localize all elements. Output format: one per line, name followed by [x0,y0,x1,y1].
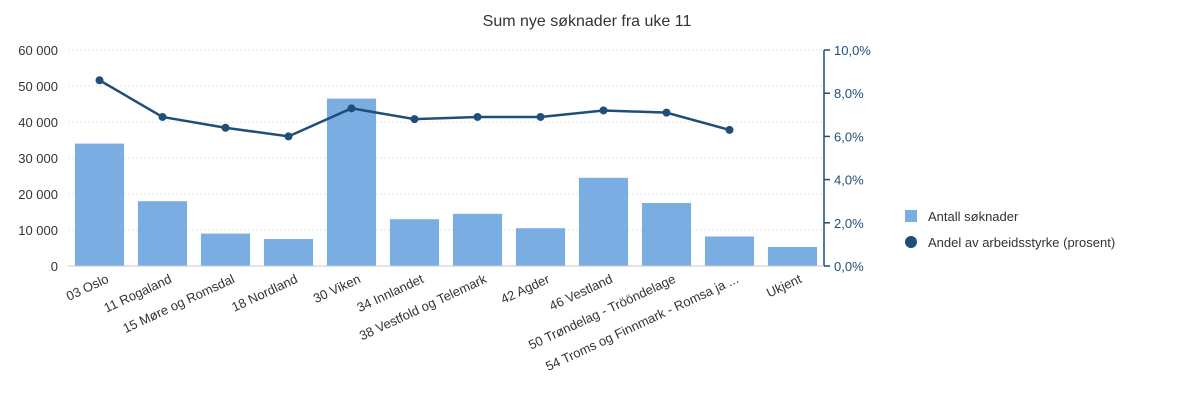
bars [74,98,818,266]
line-point [536,112,545,121]
line-point [158,112,167,121]
y-left-tick-label: 10 000 [18,223,58,238]
bar [326,98,377,266]
line-series [95,76,734,141]
line-point [410,115,419,124]
bar [515,228,566,266]
line-path [98,79,730,138]
legend-label-bars: Antall søknader [928,209,1019,224]
line-point [473,112,482,121]
line-point [347,104,356,113]
line-point [662,108,671,117]
line-point [725,125,734,134]
bar [389,219,440,266]
bar [200,233,251,266]
bar [578,177,629,266]
y-left-tick-label: 50 000 [18,79,58,94]
y-left-tick-label: 20 000 [18,187,58,202]
x-tick-label: 18 Nordland [229,271,300,315]
x-tick-label: 15 Møre og Romsdal [120,271,236,336]
bar [767,246,818,266]
y-right-tick-label: 6,0% [834,129,864,144]
line-point [284,132,293,141]
y-right-tick-label: 10,0% [834,43,871,58]
chart-title: Sum nye søknader fra uke 11 [483,13,692,30]
bar [704,236,755,266]
bar [74,143,125,266]
x-tick-label: 03 Oslo [64,271,111,304]
bar [137,201,188,266]
y-left-tick-label: 60 000 [18,43,58,58]
legend-marker-line [905,236,917,248]
x-tick-label: 42 Agder [498,271,552,307]
y-right-tick-label: 0,0% [834,259,864,274]
bar [641,203,692,266]
bar [452,213,503,266]
x-tick-label: Ukjent [764,271,804,300]
line-point [599,106,608,115]
bar [263,239,314,266]
line-point [221,123,230,132]
y-left-tick-label: 40 000 [18,115,58,130]
legend-swatch-bars [905,210,917,222]
y-left-tick-label: 30 000 [18,151,58,166]
y-right-tick-label: 4,0% [834,173,864,188]
y-right-tick-label: 2,0% [834,216,864,231]
legend: Antall søknader Andel av arbeidsstyrke (… [905,209,1115,250]
y-right-tick-label: 8,0% [834,86,864,101]
legend-label-line: Andel av arbeidsstyrke (prosent) [928,235,1115,250]
y-left-tick-label: 0 [51,259,58,274]
line-point [95,76,104,85]
